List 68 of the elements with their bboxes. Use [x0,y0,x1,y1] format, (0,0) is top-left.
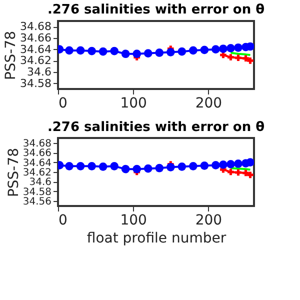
point [234,43,242,52]
point [235,54,242,61]
y-tick-label: 34.64 [22,158,52,169]
point [247,172,254,178]
point [219,160,228,169]
y-tick-label: 34.58 [22,186,52,198]
point [200,46,209,54]
point [98,162,108,171]
point [155,164,164,172]
y-tick-label: 34.58 [20,76,52,90]
chart-title: .276 salinities with error on θ [47,120,265,135]
point [212,45,220,54]
point [220,52,226,58]
point [178,162,186,171]
point [76,162,85,170]
point [228,168,234,176]
y-tick-label: 34.64 [20,42,52,56]
point [144,49,152,58]
point [246,158,254,166]
point [228,54,234,60]
y-tick-label: 34.62 [22,168,52,178]
point [188,46,198,55]
point [247,58,254,64]
y-tick-label: 34.6 [27,66,52,78]
point [88,162,96,170]
point [188,162,198,170]
y-tick-label: 34.68 [20,20,52,34]
x-tick-label: 200 [195,212,222,228]
point [226,160,235,168]
point [235,169,242,176]
point [98,47,108,56]
point [110,162,119,170]
point [121,164,130,174]
point [65,162,74,170]
point [226,44,235,52]
point [88,46,96,56]
point [121,50,130,58]
point [234,160,242,168]
x-tick-label: 100 [120,96,147,112]
point [166,48,175,56]
point [212,161,220,170]
x-tick-label: 200 [195,96,222,112]
point [166,162,175,172]
point [144,164,152,173]
point [200,162,209,170]
y-tick-label: 34.62 [20,54,52,68]
point [76,46,85,55]
point [219,44,228,53]
x-tick-label: 0 [58,212,68,228]
x-tick-label: 100 [120,212,147,228]
y-tick-label: 34.68 [22,138,52,150]
point [132,50,142,58]
point [65,46,74,55]
x-axis-title: float profile number [86,230,226,246]
point [178,47,186,56]
x-tick-label: 0 [58,96,68,112]
y-tick-label: 34.66 [20,32,52,44]
point [242,55,249,62]
point [155,48,164,57]
y-tick-label: 34.66 [22,148,52,160]
y-tick-label: 34.56 [22,196,52,208]
y-tick-label: 34.6 [29,177,52,188]
point [110,46,119,56]
y-axis-title: PSS-78 [6,148,22,198]
y-axis-title: PSS-78 [3,30,20,80]
chart-title: .276 salinities with error on θ [47,2,265,18]
point [132,164,142,174]
point [242,170,249,176]
